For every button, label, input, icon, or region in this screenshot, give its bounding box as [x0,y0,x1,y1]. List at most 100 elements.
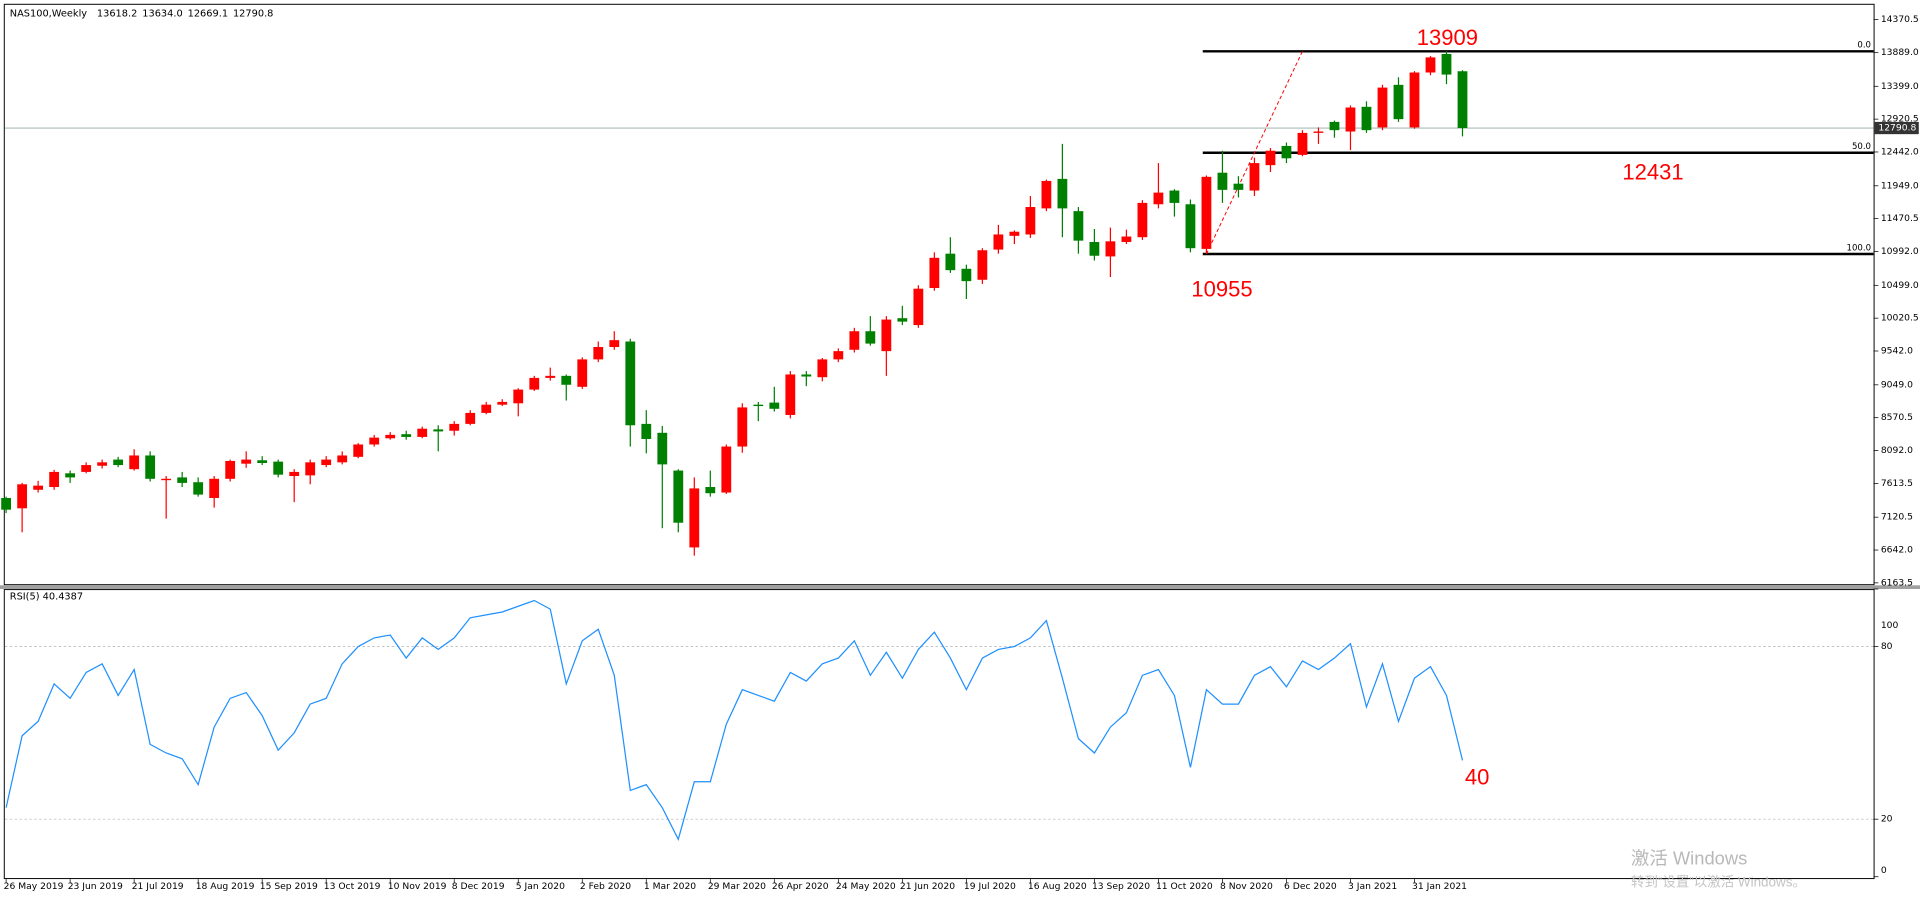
x-tick-label: 5 Jan 2020 [516,881,565,892]
x-tick-label: 8 Dec 2019 [452,881,505,892]
candle-body [1361,106,1372,131]
candle-body [561,375,572,385]
y-tick-label: 7120.5 [1881,512,1913,523]
x-tick-label: 2 Feb 2020 [580,881,631,892]
candle-body [209,478,220,499]
candle-body [481,404,492,413]
fibo-trendline [1205,51,1303,255]
candle-body [1377,87,1388,128]
candle-body [1105,241,1116,257]
candle-body [753,404,764,407]
candle-body [305,462,316,476]
ohlc-value: 12669.1 [188,8,228,19]
candle-body [833,351,844,360]
x-tick-label: 19 Jul 2020 [964,881,1016,892]
candle-body [129,455,140,470]
y-tick-label: 8092.0 [1881,445,1913,456]
x-tick-label: 13 Oct 2019 [324,881,381,892]
candle-body [1233,183,1244,190]
price-annotation: 13909 [1417,25,1478,50]
candle-body [993,234,1004,250]
candle-body [225,460,236,479]
rsi-pane [3,589,1875,880]
candle-body [1409,72,1420,128]
x-tick-label: 21 Jul 2019 [132,881,184,892]
candle-body [385,434,396,439]
candle-body [449,423,460,431]
ohlc-value: 13634.0 [142,8,182,19]
candle-body [289,471,300,477]
fibo-level-label: 100.0 [1847,243,1872,253]
candle-body [881,319,892,352]
candle-body [721,446,732,493]
candle-body [1,498,12,510]
x-tick-label: 21 Jun 2020 [900,881,955,892]
y-tick-label: 6163.5 [1881,577,1913,588]
candle-body [801,374,812,377]
rsi-line [5,599,1464,842]
candle-body [1153,192,1164,205]
candle-body [17,484,28,509]
x-tick-label: 26 May 2019 [4,881,64,892]
candle-body [1249,163,1260,191]
price-annotation: 10955 [1191,277,1252,302]
candle-body [1169,190,1180,203]
x-tick-label: 26 Apr 2020 [772,881,829,892]
candle-body [337,455,348,463]
candle-body [1201,176,1212,249]
candle-body [241,459,252,464]
x-tick-label: 3 Jan 2021 [1348,881,1397,892]
candle-body [1345,107,1356,132]
candle-body [273,461,284,475]
candle-body [65,473,76,478]
candle-body [849,331,860,350]
candle-body [1137,202,1148,238]
y-tick-label: 20 [1881,814,1893,825]
current-price-label: 12790.8 [1878,123,1916,134]
candle-body [1185,204,1196,249]
candle-body [961,268,972,282]
candle-body [769,402,780,409]
y-tick-label: 80 [1881,641,1893,652]
candle-body [817,359,828,378]
y-tick-label: 11949.0 [1881,180,1919,191]
x-tick-label: 18 Aug 2019 [196,881,255,892]
candle-body [401,434,412,437]
candle-body [465,412,476,424]
y-tick-label: 10020.5 [1881,313,1919,324]
candle-body [49,471,60,488]
candle-body [529,377,540,390]
x-tick-label: 10 Nov 2019 [388,881,447,892]
candle-body [1089,242,1100,256]
candle-body [545,375,556,378]
candle-body [897,318,908,322]
candle-body [1009,231,1020,236]
y-tick-label: 0 [1881,865,1887,876]
candle-body [609,340,620,348]
y-tick-label: 10499.0 [1881,280,1919,291]
candle-body [689,488,700,548]
x-tick-label: 24 May 2020 [836,881,896,892]
x-tick-label: 31 Jan 2021 [1412,881,1467,892]
candle-body [353,444,364,457]
candle-body [593,347,604,360]
candle-body [1425,57,1436,73]
rsi-annotation: 40 [1465,765,1490,790]
y-tick-label: 14370.5 [1881,14,1919,25]
candle-body [433,429,444,432]
watermark: 激活 Windows [1631,847,1747,868]
y-tick-label: 13889.0 [1881,47,1919,58]
x-tick-label: 16 Aug 2020 [1028,881,1087,892]
fibo-level-label: 50.0 [1852,142,1871,152]
rsi-title: RSI(5) 40.4387 [10,591,83,602]
x-tick-label: 15 Sep 2019 [260,881,318,892]
candle-body [1281,145,1292,159]
candle-body [1265,150,1276,166]
y-tick-label: 9542.0 [1881,346,1913,357]
candle-body [145,455,156,479]
candle-body [417,428,428,437]
price-pane [3,3,1875,586]
candle-body [1057,178,1068,209]
